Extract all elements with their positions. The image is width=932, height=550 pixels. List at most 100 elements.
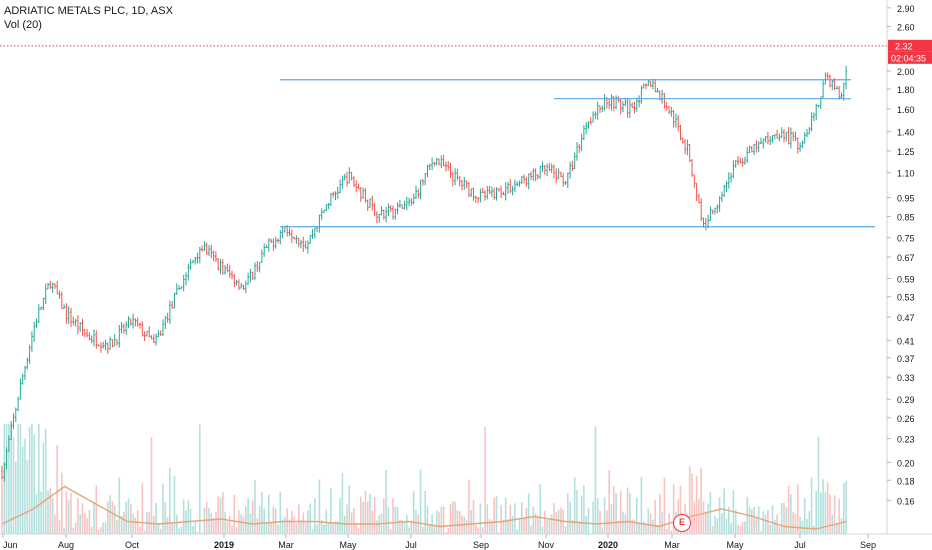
volume-bar [516, 529, 518, 534]
volume-bar [141, 482, 144, 534]
volume-bar [327, 522, 330, 534]
symbol-title[interactable]: ADRIATIC METALS PLC, 1D, ASX [4, 5, 173, 17]
price-tick-label: 1.80 [897, 85, 915, 95]
volume-bar [810, 477, 813, 534]
volume-bar [771, 505, 774, 534]
volume-bar [836, 522, 838, 534]
volume-indicator-label[interactable]: Vol (20) [4, 19, 42, 31]
volume-bar [293, 516, 295, 534]
volume-bar [171, 522, 173, 534]
volume-bar [311, 529, 314, 534]
volume-bar [63, 527, 65, 534]
volume-bar [274, 508, 277, 534]
volume-bar [389, 529, 392, 534]
volume-bar [569, 502, 571, 534]
volume-bar [130, 504, 132, 534]
volume-bar [396, 507, 399, 534]
volume-bar [721, 513, 723, 534]
volume-bar [143, 530, 146, 534]
volume-bar [162, 483, 164, 534]
price-tick-label: 0.41 [897, 336, 915, 346]
volume-bar [431, 514, 433, 534]
volume-bar [603, 497, 606, 534]
volume-bar [544, 510, 546, 534]
volume-bar [304, 522, 307, 534]
volume-bar [815, 490, 817, 534]
price-tick-label: 0.59 [897, 275, 915, 285]
volume-bar [247, 498, 249, 534]
volume-bar [783, 502, 785, 534]
volume-bar [297, 504, 300, 534]
price-tick-label: 1.40 [897, 128, 915, 138]
volume-bar [201, 532, 203, 534]
volume-bar [415, 509, 417, 534]
volume-bar [456, 510, 459, 534]
volume-bar [845, 480, 847, 534]
volume-bar [638, 522, 640, 534]
volume-bar [258, 505, 261, 534]
volume-bar [688, 466, 691, 534]
volume-bar [300, 520, 302, 534]
volume-bar [410, 520, 413, 534]
volume-bar [169, 467, 171, 534]
volume-bar [272, 506, 275, 534]
price-tick-label: 1.60 [897, 105, 915, 115]
volume-bar [208, 507, 210, 534]
volume-bar [403, 521, 406, 534]
volume-bar [442, 506, 445, 534]
volume-bar [180, 526, 183, 534]
volume-bar [81, 502, 84, 534]
price-tick-label: 2.90 [897, 4, 915, 14]
earnings-marker[interactable]: E [673, 514, 691, 532]
volume-bar [514, 503, 516, 534]
volume-bar [408, 527, 410, 534]
volume-bar [226, 521, 229, 534]
volume-bar [822, 479, 824, 534]
volume-bar [90, 526, 93, 534]
time-tick-label: Aug [58, 540, 74, 550]
volume-bar [113, 505, 116, 534]
time-tick-label: Sep [860, 540, 876, 550]
volume-bar [465, 519, 468, 534]
volume-bar [624, 514, 627, 534]
volume-bar [794, 513, 797, 534]
price-axis[interactable]: 2.90 2.60 2.00 1.80 1.60 1.40 1.25 1.10 0.95 0.85… [887, 4, 915, 506]
volume-bar [72, 527, 75, 534]
volume-bar [534, 513, 537, 534]
volume-bar [698, 499, 700, 534]
time-tick-label: Jun [3, 540, 18, 550]
volume-bar [364, 490, 367, 534]
volume-bar [58, 519, 61, 534]
volume-bar [838, 498, 840, 534]
volume-bar [67, 500, 70, 534]
time-tick-label: Oct [125, 540, 140, 550]
volume-bar [412, 491, 415, 534]
volume-bar [647, 508, 650, 534]
volume-bar [723, 488, 725, 534]
volume-bar [15, 461, 17, 534]
horizontal-levels[interactable] [280, 79, 875, 228]
volume-bar [316, 524, 318, 534]
time-axis[interactable]: Jun Aug Oct 2019 Mar May Jul Sep Nov 2020 Mar May Ju… [2, 534, 876, 550]
volume-bar [192, 526, 194, 534]
volume-bar [619, 490, 622, 534]
volume-bar [458, 510, 461, 534]
volume-bar [228, 515, 231, 534]
volume-bar [164, 502, 167, 534]
time-tick-label: May [339, 540, 357, 550]
volume-bar [295, 523, 298, 534]
volume-bar [817, 436, 820, 534]
volume-bar [139, 526, 141, 534]
volume-bar [125, 501, 127, 534]
volume-bar [613, 486, 615, 534]
volume-bar [829, 494, 831, 534]
volume-bar [314, 498, 316, 534]
volume-bar [585, 516, 587, 534]
volume-bar [475, 525, 477, 534]
countdown-value: 02:04:35 [891, 53, 926, 63]
volume-bar [672, 484, 675, 534]
volume-bar [233, 494, 236, 534]
volume-bar [799, 516, 801, 534]
volume-bar [640, 476, 643, 534]
